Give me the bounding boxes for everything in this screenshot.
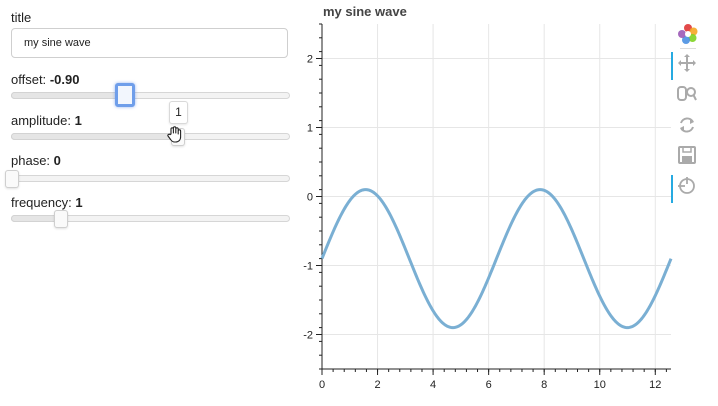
frequency-slider[interactable]	[11, 210, 290, 228]
offset-label-text: offset:	[11, 72, 47, 87]
plot-toolbar	[671, 18, 702, 218]
x-tick-label: 0	[319, 379, 325, 391]
frequency-slider-handle[interactable]	[54, 210, 69, 228]
toolbar-separator	[680, 48, 696, 49]
y-tick-label: 2	[307, 54, 313, 66]
hover-tool-active-indicator	[671, 175, 673, 203]
widget-panel: title offset: -0.90 amplitude: 1 phase: …	[0, 0, 300, 401]
plot-title: my sine wave	[323, 4, 407, 19]
y-tick-label: -2	[303, 330, 313, 342]
phase-slider[interactable]	[5, 170, 290, 188]
frequency-label: frequency: 1	[11, 195, 83, 210]
amplitude-slider-fill	[11, 133, 179, 140]
reset-icon	[680, 117, 694, 133]
frequency-label-text: frequency:	[11, 195, 72, 210]
x-tick-label: 2	[374, 379, 380, 391]
grab-cursor-icon	[167, 126, 182, 143]
bokeh-logo-icon	[678, 24, 698, 44]
sine-line	[320, 188, 673, 330]
frequency-value: 1	[75, 195, 83, 210]
hover-icon	[678, 177, 695, 194]
pan-tool-active-indicator	[671, 52, 673, 80]
pan-icon	[678, 54, 696, 72]
y-tick-label: 0	[307, 192, 313, 204]
amplitude-tooltip: 1	[169, 101, 188, 124]
offset-value: -0.90	[49, 72, 80, 87]
x-tick-label: 8	[541, 379, 547, 391]
amplitude-slider[interactable]	[11, 128, 290, 146]
phase-slider-track[interactable]	[11, 175, 290, 182]
save-icon	[678, 146, 696, 164]
plot-area[interactable]: my sine wave 0 2 4 6 8 10 12 -2 -1 0 1 2	[300, 0, 718, 401]
phase-label: phase: 0	[11, 153, 61, 168]
phase-label-text: phase:	[11, 153, 51, 168]
x-tick-label: 4	[430, 379, 436, 391]
offset-slider-fill	[11, 92, 126, 99]
save-tool[interactable]	[672, 142, 702, 168]
y-tick-label: 1	[307, 123, 313, 135]
title-input[interactable]	[11, 28, 288, 58]
hover-tool[interactable]	[671, 173, 702, 203]
x-tick-label: 10	[594, 379, 606, 391]
x-tick-label: 6	[486, 379, 492, 391]
offset-slider[interactable]	[11, 83, 290, 107]
phase-slider-handle[interactable]	[5, 170, 19, 188]
offset-label: offset: -0.90	[11, 72, 79, 87]
x-tick-label: 12	[649, 379, 661, 391]
box-zoom-tool[interactable]	[672, 81, 702, 107]
box-zoom-icon	[677, 86, 697, 101]
y-tick-label: -1	[303, 261, 313, 273]
reset-tool[interactable]	[672, 112, 702, 138]
amplitude-label-text: amplitude:	[11, 113, 71, 128]
pan-tool[interactable]	[671, 50, 702, 80]
phase-value: 0	[53, 153, 61, 168]
offset-slider-handle[interactable]	[115, 83, 136, 107]
bokeh-logo[interactable]	[672, 20, 702, 46]
title-label: title	[11, 10, 32, 25]
amplitude-value: 1	[74, 113, 82, 128]
amplitude-label: amplitude: 1	[11, 113, 82, 128]
